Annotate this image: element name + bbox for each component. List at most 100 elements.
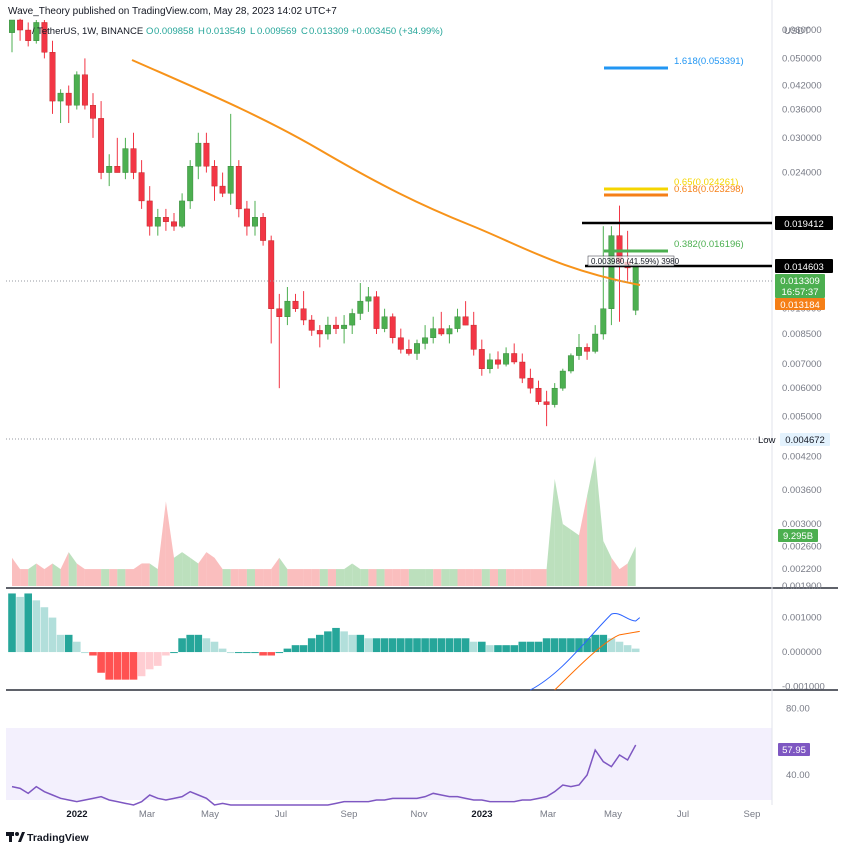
macd-histogram-bar <box>486 645 494 653</box>
macd-histogram-bar <box>121 652 130 680</box>
macd-histogram-bar <box>453 638 462 653</box>
candle-down <box>316 330 323 335</box>
rsi-tick-label: 80.00 <box>786 703 810 714</box>
candle-down <box>389 316 396 338</box>
candle-down <box>535 387 542 402</box>
macd-histogram-bar <box>340 631 348 653</box>
volume-area-segment <box>125 569 134 586</box>
volume-area-segment <box>441 569 450 586</box>
measure-label: 0.003980 (41.59%) 3980 <box>591 257 680 266</box>
measure-box <box>587 255 675 267</box>
price-tick-label: 0.036000 <box>782 104 822 115</box>
candle-up <box>357 300 364 314</box>
macd-histogram-bar <box>364 638 373 653</box>
ohlc-low-value: 0.009569 <box>257 26 297 37</box>
macd-histogram-bar <box>81 652 89 654</box>
badge-ema <box>775 298 825 310</box>
macd-histogram-bar <box>8 593 16 653</box>
macd-histogram-bar <box>170 652 178 654</box>
price-tick-label: 0.005000 <box>782 412 822 423</box>
macd-histogram-bar <box>397 638 405 653</box>
macd-histogram-bar <box>559 638 567 653</box>
candle-up <box>486 359 493 369</box>
macd-histogram-bar <box>534 641 543 653</box>
volume-area-segment <box>530 569 539 586</box>
macd-histogram-bar <box>154 652 162 666</box>
volume-area-segment <box>538 569 547 586</box>
candle-down <box>292 300 299 309</box>
macd-layer <box>8 593 641 691</box>
candle-down <box>584 347 591 352</box>
time-tick-label: Mar <box>139 809 155 820</box>
volume-area-segment <box>93 569 102 586</box>
ohlc-close-value: 0.013309 <box>309 26 349 37</box>
volume-area-segment <box>384 569 393 586</box>
macd-histogram-bar <box>32 600 41 653</box>
candle-down <box>211 166 218 187</box>
candle-up <box>33 22 40 41</box>
macd-histogram-bar <box>607 638 616 653</box>
time-tick-label: 2023 <box>471 809 492 820</box>
macd-histogram-bar <box>388 638 397 653</box>
macd-histogram-bar <box>550 638 559 653</box>
ohlc-high-value: 0.013549 <box>206 26 246 37</box>
time-tick-label: Mar <box>540 809 556 820</box>
candle-down <box>527 377 534 389</box>
candle-up <box>422 337 429 344</box>
candle-down <box>130 148 137 173</box>
price-tick-label: 0.008500 <box>782 329 822 340</box>
macd-histogram-bar <box>194 634 203 653</box>
candle-down <box>25 29 32 41</box>
candle-down <box>146 200 153 227</box>
macd-histogram-bar <box>243 652 251 654</box>
volume-area-segment <box>546 478 555 586</box>
candle-up <box>414 343 420 354</box>
macd-histogram-bar <box>510 645 518 653</box>
time-tick-label: May <box>604 809 622 820</box>
badge-mid-line <box>775 259 833 273</box>
volume-area-segment <box>579 495 588 586</box>
candle-down <box>478 349 485 369</box>
macd-line <box>530 612 641 691</box>
candle-up <box>567 355 574 372</box>
volume-area-segment <box>238 569 247 586</box>
volume-axis-ticks: 0.004200 0.003600 0.003000 0.002600 0.002200… <box>782 451 822 592</box>
candle-up <box>551 387 558 405</box>
volume-area-segment <box>149 563 158 586</box>
volume-area-segment <box>449 569 458 586</box>
macd-histogram-bar <box>291 645 300 653</box>
volume-area-segment <box>603 540 612 586</box>
countdown-text: 16:57:37 <box>782 287 819 298</box>
candle-up <box>195 142 202 167</box>
volume-area-segment <box>408 569 417 586</box>
volume-area-segment <box>206 552 215 586</box>
macd-histogram-bar <box>615 641 624 653</box>
candle-up <box>381 316 388 329</box>
volume-area-segment <box>182 552 191 586</box>
candle-up <box>454 316 461 329</box>
candle-down <box>333 324 339 329</box>
badge-current-price <box>775 274 825 298</box>
volume-area-segment <box>344 563 353 586</box>
macd-histogram-bar <box>251 652 259 654</box>
candle-up <box>179 200 186 227</box>
candle-up <box>154 217 161 227</box>
macd-histogram-bar <box>97 652 105 673</box>
volume-value-text: 9.295B <box>783 531 813 542</box>
symbol-text[interactable]: / TetherUS, 1W, BINANCE <box>32 26 143 37</box>
macd-histogram-bar <box>267 652 275 656</box>
rsi-tick-label: 40.00 <box>786 770 810 781</box>
ohlc-high-label: H <box>198 26 205 37</box>
macd-histogram-bar <box>591 634 599 653</box>
candle-down <box>81 74 88 106</box>
macd-histogram-bar <box>218 648 227 653</box>
macd-histogram-bar <box>16 596 24 653</box>
volume-area-segment <box>360 569 369 586</box>
volume-tick-label: 0.002200 <box>782 564 822 575</box>
volume-area-segment <box>627 546 636 586</box>
macd-histogram-bar <box>502 645 510 653</box>
volume-area-segment <box>263 569 272 586</box>
macd-histogram-bar <box>494 645 502 653</box>
candle-down <box>438 328 445 335</box>
